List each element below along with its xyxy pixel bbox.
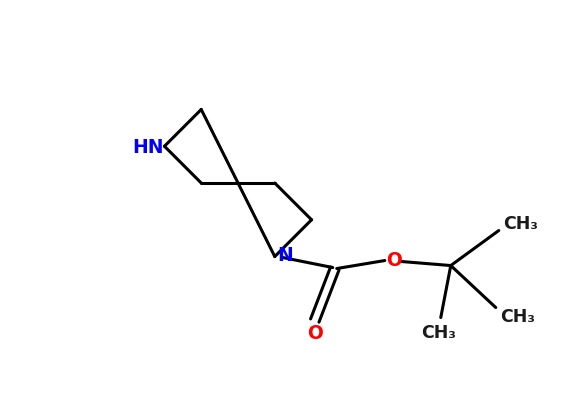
Text: HN: HN bbox=[133, 138, 164, 156]
Text: CH₃: CH₃ bbox=[500, 307, 535, 325]
Text: O: O bbox=[386, 250, 401, 269]
Text: N: N bbox=[277, 245, 293, 264]
Text: CH₃: CH₃ bbox=[421, 323, 456, 341]
Text: CH₃: CH₃ bbox=[503, 214, 538, 232]
Text: O: O bbox=[307, 323, 323, 342]
